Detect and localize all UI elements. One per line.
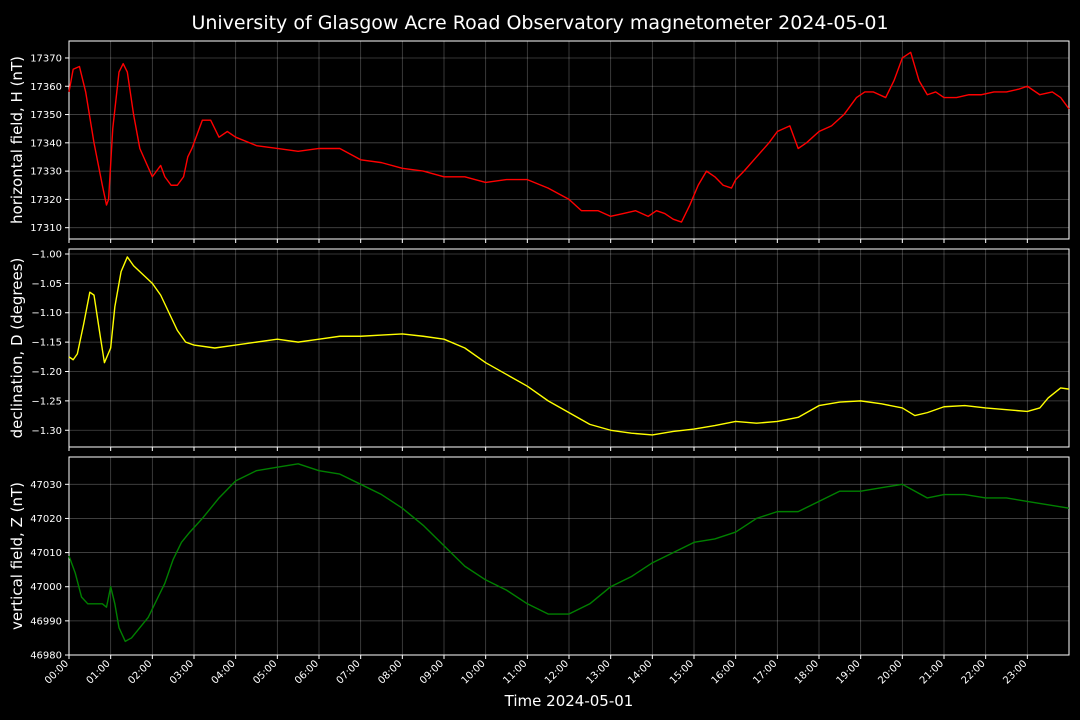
x-tick-label: 05:00 xyxy=(251,658,279,686)
panel-horizontal-field: 17310 17320 17330 17340 17350 17360 17370 hori… xyxy=(8,40,1070,243)
y-tick-label: −1.05 xyxy=(31,279,62,290)
x-tick-label: 03:00 xyxy=(168,658,196,686)
y-tick-label: −1.00 xyxy=(31,249,62,260)
y-tick-label: 17330 xyxy=(30,167,62,178)
y-ticks-declination: −1.30 −1.25 −1.20 −1.15 −1.10 −1.05 −1.00 xyxy=(31,249,69,437)
y-axis-label-horizontal: horizontal field, H (nT) xyxy=(8,56,26,224)
y-tick-label: 47010 xyxy=(30,548,62,559)
y-axis-label-declination: declination, D (degrees) xyxy=(8,258,26,439)
y-tick-label: 46980 xyxy=(30,651,62,662)
x-tick-label: 04:00 xyxy=(210,658,238,686)
y-tick-label: 17360 xyxy=(30,82,62,93)
plot-area-declination xyxy=(68,248,1070,448)
grid-horizontal xyxy=(68,41,1069,239)
x-tick-label: 09:00 xyxy=(418,658,446,686)
y-tick-label: 17370 xyxy=(30,53,62,64)
x-tick-label: 02:00 xyxy=(126,658,154,686)
x-tick-label: 00:00 xyxy=(43,658,71,686)
series-line-declination xyxy=(68,256,1070,436)
x-tick-label: 16:00 xyxy=(710,658,738,686)
y-ticks-horizontal: 17310 17320 17330 17340 17350 17360 17370 xyxy=(30,53,69,234)
y-tick-label: −1.30 xyxy=(31,426,62,437)
x-axis-label: Time 2024-05-01 xyxy=(504,692,634,710)
grid-declination xyxy=(68,249,1069,447)
y-tick-label: −1.20 xyxy=(31,367,62,378)
x-tick-label: 23:00 xyxy=(1001,658,1029,686)
x-tick-label: 18:00 xyxy=(793,658,821,686)
y-tick-label: −1.25 xyxy=(31,396,62,407)
x-tick-label: 19:00 xyxy=(835,658,863,686)
y-tick-label: 47020 xyxy=(30,514,62,525)
y-tick-label: 17310 xyxy=(30,223,62,234)
x-tick-label: 17:00 xyxy=(751,658,779,686)
x-tick-label: 21:00 xyxy=(918,658,946,686)
x-tick-label: 01:00 xyxy=(85,658,113,686)
y-tick-label: 17320 xyxy=(30,195,62,206)
y-tick-label: 46990 xyxy=(30,616,62,627)
panel-declination: −1.30 −1.25 −1.20 −1.15 −1.10 −1.05 −1.00 decl… xyxy=(8,248,1070,451)
y-tick-label: 17340 xyxy=(30,138,62,149)
y-ticks-vertical: 46980 46990 47000 47010 47020 47030 xyxy=(30,480,69,662)
x-tick-label: 22:00 xyxy=(960,658,988,686)
x-tick-label: 07:00 xyxy=(335,658,363,686)
series-line-vertical-field xyxy=(68,463,1070,643)
x-tick-label: 14:00 xyxy=(626,658,654,686)
x-ticks-declination xyxy=(68,447,1028,451)
panel-vertical-field: 46980 46990 47000 47010 47020 47030 vertical … xyxy=(8,456,1070,662)
y-tick-label: 47030 xyxy=(30,480,62,491)
plot-area-horizontal xyxy=(68,40,1070,240)
x-tick-label: 20:00 xyxy=(876,658,904,686)
x-tick-label: 10:00 xyxy=(460,658,488,686)
x-tick-label: 06:00 xyxy=(293,658,321,686)
y-tick-label: 47000 xyxy=(30,582,62,593)
x-tick-label: 13:00 xyxy=(585,658,613,686)
y-axis-label-vertical: vertical field, Z (nT) xyxy=(8,482,26,630)
y-tick-label: −1.10 xyxy=(31,308,62,319)
x-tick-labels: 00:00 01:00 02:00 03:00 04:00 05:00 06:00 07:00… xyxy=(43,658,1029,686)
x-tick-label: 12:00 xyxy=(543,658,571,686)
y-tick-label: 17350 xyxy=(30,110,62,121)
x-tick-label: 11:00 xyxy=(501,658,529,686)
x-tick-label: 08:00 xyxy=(376,658,404,686)
series-line-horizontal-field xyxy=(68,51,1070,223)
y-tick-label: −1.15 xyxy=(31,338,62,349)
x-ticks-vertical xyxy=(68,655,1028,659)
chart-title: University of Glasgow Acre Road Observat… xyxy=(191,12,888,34)
x-tick-label: 15:00 xyxy=(668,658,696,686)
x-ticks-horizontal xyxy=(68,239,1028,243)
